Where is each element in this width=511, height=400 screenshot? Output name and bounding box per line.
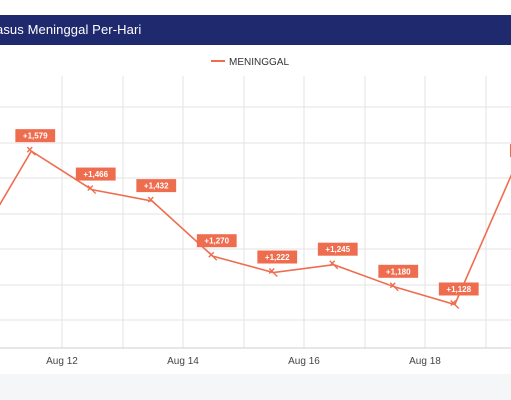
- x-tick-label: Aug 18: [409, 356, 441, 367]
- data-label: +1,432: [136, 179, 177, 193]
- data-label: +1,128: [438, 282, 479, 296]
- data-label-text: +1,245: [325, 245, 350, 254]
- x-axis-ticks: Aug 12 Aug 14 Aug 16 Aug 18: [46, 356, 441, 367]
- data-label-text: +1,180: [386, 267, 411, 276]
- data-label-text: +1,270: [204, 237, 229, 246]
- data-label-box: [75, 167, 116, 181]
- data-label-text: +1,432: [144, 182, 169, 191]
- data-label: +1,180: [378, 264, 419, 278]
- data-label-box: [15, 129, 56, 143]
- data-label-text: +1,466: [83, 170, 108, 179]
- data-label-box: [257, 250, 298, 264]
- x-tick-label: Aug 14: [167, 356, 199, 367]
- chart-header: asus Meninggal Per-Hari: [0, 15, 511, 45]
- line-chart: MENINGGAL +1,579 +1,466 +1,432 +1,270 +1,222…: [0, 57, 511, 367]
- data-point[interactable]: [268, 268, 278, 278]
- data-label-text: +1,222: [265, 253, 290, 262]
- data-label-text: +1,128: [446, 285, 471, 294]
- data-label-box: [378, 264, 419, 278]
- data-point[interactable]: [147, 196, 157, 206]
- data-point[interactable]: [389, 282, 399, 292]
- data-label-box: [196, 234, 237, 248]
- data-label-text: +1,579: [23, 132, 48, 141]
- data-point[interactable]: [87, 185, 97, 195]
- data-point[interactable]: [329, 260, 339, 270]
- data-label: +1,222: [257, 250, 298, 264]
- legend-label-meninggal: MENINGGAL: [229, 57, 289, 68]
- data-label: +1,579: [15, 129, 56, 143]
- data-point[interactable]: [208, 251, 218, 261]
- series-meninggal[interactable]: [0, 146, 511, 309]
- data-point[interactable]: [450, 299, 460, 309]
- footer-bar: [0, 374, 511, 400]
- data-label: +1: [509, 144, 511, 158]
- chart-title: asus Meninggal Per-Hari: [0, 22, 142, 37]
- grid: [0, 76, 511, 349]
- data-label-box: [136, 179, 177, 193]
- legend[interactable]: MENINGGAL: [211, 57, 289, 68]
- data-label-box: [317, 242, 358, 256]
- chart-area: MENINGGAL +1,579 +1,466 +1,432 +1,270 +1,222…: [0, 46, 511, 376]
- data-label-box: [509, 144, 511, 158]
- data-label: +1,245: [317, 242, 358, 256]
- x-tick-label: Aug 16: [288, 356, 320, 367]
- data-labels: +1,579 +1,466 +1,432 +1,270 +1,222 +1,245 +1,1…: [15, 129, 511, 296]
- data-point[interactable]: [26, 146, 36, 156]
- data-label: +1,270: [196, 234, 237, 248]
- data-label-box: [438, 282, 479, 296]
- x-tick-label: Aug 12: [46, 356, 78, 367]
- data-label: +1,466: [75, 167, 116, 181]
